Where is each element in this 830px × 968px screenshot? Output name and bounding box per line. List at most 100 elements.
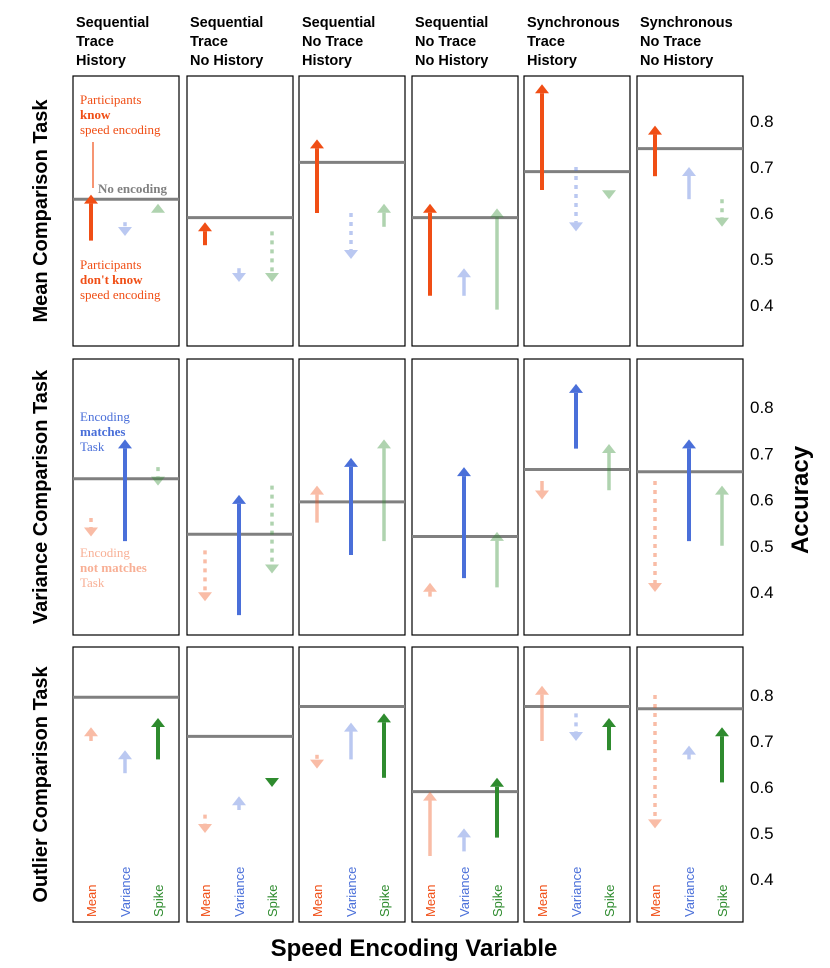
arrow-head [198,592,212,602]
arrow-head [457,268,471,278]
panel [523,75,631,347]
panel-frame [523,646,631,923]
annotation-text: Participants [80,92,141,107]
annotation-text: speed encoding [80,122,161,137]
panel-frame [523,75,631,347]
arrow-head [310,759,324,769]
arrow-head [602,190,616,200]
arrow-solid [310,139,324,213]
arrow-head [84,194,98,204]
arrow-dashed [84,518,98,537]
column-title-line: No History [640,53,713,69]
panel-frame [636,75,744,347]
panel-frame [298,75,406,347]
arrow-dashed [151,467,165,486]
column-title-line: History [527,53,577,69]
arrow-solid [344,722,358,760]
arrow-dashed [648,695,662,829]
arrow-head [84,727,98,737]
arrow-head [457,467,471,477]
x-tick-label: Mean [198,884,213,917]
arrow-head [198,222,212,232]
arrow-head [648,583,662,592]
panel-frame [636,646,744,923]
arrow-head [490,208,504,218]
annotation-text: Task [80,439,105,454]
panel-frame [411,358,519,636]
y-tick-label: 0.4 [750,870,774,889]
x-tick-label: Variance [457,867,472,917]
arrow-solid [118,439,132,542]
arrow-solid [569,383,583,449]
arrow-solid [457,828,471,852]
panel [186,75,294,347]
panel [72,75,180,347]
arrow-head [151,476,165,486]
arrow-head [682,745,696,755]
arrow-solid [423,791,437,856]
arrow-solid [265,778,279,787]
arrow-head [84,527,98,537]
arrow-head [118,750,132,760]
arrow-solid [232,796,246,810]
arrow-solid [423,582,437,597]
panel-frame [72,358,180,636]
arrow-head [344,722,358,732]
column-title-line: Sequential [415,15,488,31]
arrow-head [377,203,391,213]
panel [636,358,744,636]
arrow-dashed [198,814,212,833]
arrow-solid [535,685,549,741]
y-tick-label: 0.8 [750,686,774,705]
arrow-head [151,718,165,727]
arrow-solid [457,268,471,296]
y-tick-label: 0.5 [750,250,774,269]
y-tick-label: 0.6 [750,491,774,510]
arrow-head [232,494,246,504]
arrow-head [118,439,132,449]
panel-frame [298,358,406,636]
column-title-line: Synchronous [640,15,733,31]
annotation-text: matches [80,424,126,439]
panel [411,75,519,347]
column-titles: Sequential Trace History Sequential Trace No … [76,15,733,69]
x-tick-label: Spike [151,884,166,917]
arrow-solid [490,531,504,588]
column-title-line: No Trace [415,34,476,50]
panel-frame [72,75,180,347]
arrow-solid [682,167,696,200]
arrow-solid [682,439,696,542]
arrow-solid [602,190,616,200]
arrow-dashed [118,222,132,236]
arrow-solid [423,203,437,296]
arrow-dashed [648,481,662,592]
y-tick-label: 0.6 [750,204,774,223]
arrow-solid [344,457,358,555]
arrow-head [151,203,165,213]
column-title-line: Sequential [76,15,149,31]
panel-frame [298,646,406,923]
x-tick-label: Spike [265,884,280,917]
y-tick-label: 0.4 [750,583,774,602]
no-encoding-label: No encoding [98,181,167,196]
annotation-text: speed encoding [80,287,161,302]
arrow-head [423,791,437,801]
panel [523,358,631,636]
x-tick-label: Spike [715,884,730,917]
x-tick-label: Spike [602,884,617,917]
panel-frame [186,75,294,347]
y-tick-label: 0.7 [750,158,774,177]
y-tick-label: 0.6 [750,778,774,797]
arrow-head [648,819,662,829]
arrow-solid [84,194,98,241]
row-label: Variance Comparison Task [30,369,52,624]
arrow-solid [490,208,504,310]
x-axis-title: Speed Encoding Variable [271,935,558,962]
arrow-head [232,796,246,806]
panel-frame [411,75,519,347]
panel [186,358,294,636]
annotation-text: Encoding [80,545,130,560]
column-title-line: No Trace [640,34,701,50]
row-label: Mean Comparison Task [30,99,52,323]
